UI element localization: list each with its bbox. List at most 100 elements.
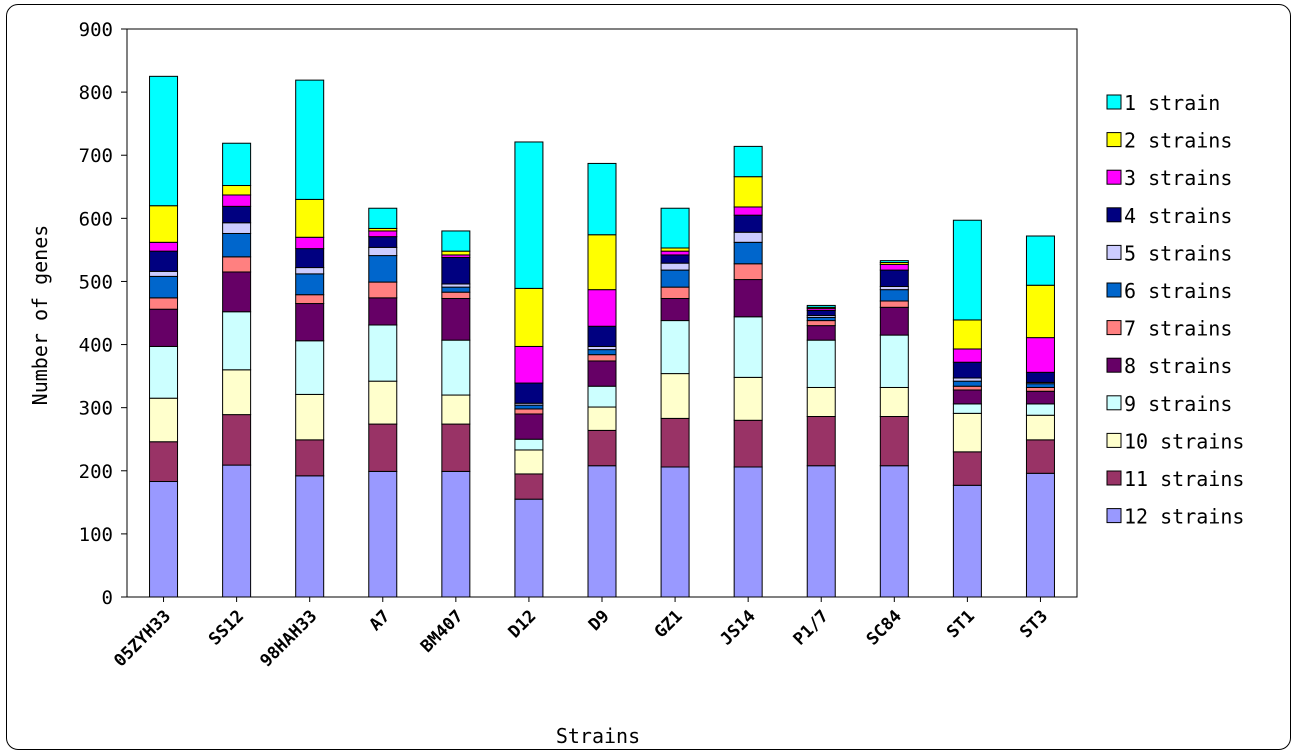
bar-segment: [368, 246, 398, 257]
bar-segment: [879, 289, 909, 302]
legend-label: 8 strains: [1124, 354, 1232, 378]
bar-segment: [660, 373, 690, 419]
bar-segment: [441, 423, 471, 472]
bar-segment: [514, 473, 544, 500]
bar-segment: [441, 470, 471, 598]
bar-segment: [806, 304, 836, 308]
bar-segment: [514, 438, 544, 451]
legend-swatch: [1106, 470, 1122, 486]
bar-segment: [1025, 403, 1055, 416]
x-tick-label: D9: [585, 606, 614, 635]
bar-segment: [1025, 235, 1055, 286]
bar-segment: [587, 162, 617, 236]
legend-label: 10 strains: [1124, 429, 1244, 453]
bar-segment: [1025, 383, 1055, 388]
bar-segment: [1025, 337, 1055, 373]
legend-label: 1 strain: [1124, 91, 1220, 115]
x-axis-tick-labels: 05ZYH33 SS12 98HAH33 A7 BM407 D12 D9 GZ1 JS14 P1/…: [110, 597, 1052, 671]
x-tick-label: ST3: [1016, 606, 1052, 642]
bar-segment: [441, 286, 471, 293]
bar-segment: [952, 361, 982, 379]
bar-segment: [149, 308, 179, 347]
y-tick-label: 400: [79, 335, 113, 357]
bar-stack: [295, 79, 325, 598]
legend-item: 9 strains: [1106, 392, 1232, 416]
bar-segment: [222, 232, 252, 258]
bar-segment: [660, 269, 690, 288]
bar-segment: [514, 413, 544, 440]
legend: 1 strain 2 strains 3 strains 4 strains 5 str…: [1106, 91, 1244, 529]
y-tick-label: 600: [79, 208, 113, 230]
legend-item: 12 strains: [1106, 505, 1244, 529]
legend-label: 12 strains: [1124, 505, 1244, 529]
bar-segment: [368, 470, 398, 598]
bar-segment: [368, 207, 398, 229]
x-tick-label: P1/7: [790, 606, 833, 649]
bar-segment: [149, 441, 179, 483]
bar-segment: [368, 380, 398, 425]
legend-label: 2 strains: [1124, 129, 1232, 153]
bar-segment: [514, 287, 544, 347]
bar-segment: [952, 451, 982, 486]
bar-segment: [952, 412, 982, 453]
bar-segment: [733, 176, 763, 208]
bar-segment: [1025, 371, 1055, 383]
bar-segment: [587, 349, 617, 356]
bar-segment: [660, 320, 690, 375]
bar-segment: [149, 250, 179, 272]
bar-segment: [222, 185, 252, 196]
bar-segment: [295, 198, 325, 238]
legend-swatch: [1106, 94, 1122, 110]
bar-segment: [368, 324, 398, 382]
bar-segment: [1025, 284, 1055, 339]
bar-segment: [149, 297, 179, 310]
bar-segment: [295, 79, 325, 200]
bar-segment: [149, 241, 179, 252]
bar-segment: [806, 325, 836, 341]
bar-stack: [660, 207, 690, 598]
bar-segment: [952, 385, 982, 391]
bar-segment: [879, 306, 909, 336]
x-tick-label: BM407: [417, 606, 467, 656]
bar-segment: [879, 263, 909, 271]
legend-item: 11 strains: [1106, 467, 1244, 491]
bar-segment: [660, 417, 690, 468]
bar-segment: [368, 230, 398, 238]
bar-segment: [514, 449, 544, 475]
y-tick-label: 500: [79, 271, 113, 293]
bar-segment: [879, 334, 909, 388]
bar-segment: [368, 423, 398, 472]
legend-swatch: [1106, 432, 1122, 448]
legend-item: 4 strains: [1106, 204, 1232, 228]
x-tick-label: JS14: [717, 606, 760, 649]
bar-segment: [660, 286, 690, 299]
bar-segment: [733, 241, 763, 265]
bar-segment: [222, 222, 252, 234]
legend-item: 6 strains: [1106, 279, 1232, 303]
bar-segment: [733, 231, 763, 243]
bar-segment: [295, 273, 325, 296]
bar-segment: [149, 345, 179, 399]
bar-segment: [1025, 386, 1055, 392]
bar-segment: [952, 484, 982, 598]
bar-segment: [587, 234, 617, 291]
bar-segment: [222, 142, 252, 187]
legend-label: 9 strains: [1124, 392, 1232, 416]
bar-segment: [222, 414, 252, 466]
bar-segment: [952, 319, 982, 350]
bar-segment: [879, 465, 909, 598]
bar-segment: [660, 297, 690, 322]
bar-segment: [879, 269, 909, 287]
bar-segment: [295, 393, 325, 441]
bar-segment: [441, 339, 471, 396]
bar-segment: [806, 416, 836, 467]
x-tick-label: 05ZYH33: [110, 606, 175, 671]
bar-segment: [587, 465, 617, 598]
bar-segment: [587, 429, 617, 467]
bar-segment: [660, 250, 690, 256]
bar-segment: [514, 141, 544, 289]
bar-stack: [441, 230, 471, 598]
legend-label: 3 strains: [1124, 166, 1232, 190]
bar-segment: [879, 300, 909, 308]
